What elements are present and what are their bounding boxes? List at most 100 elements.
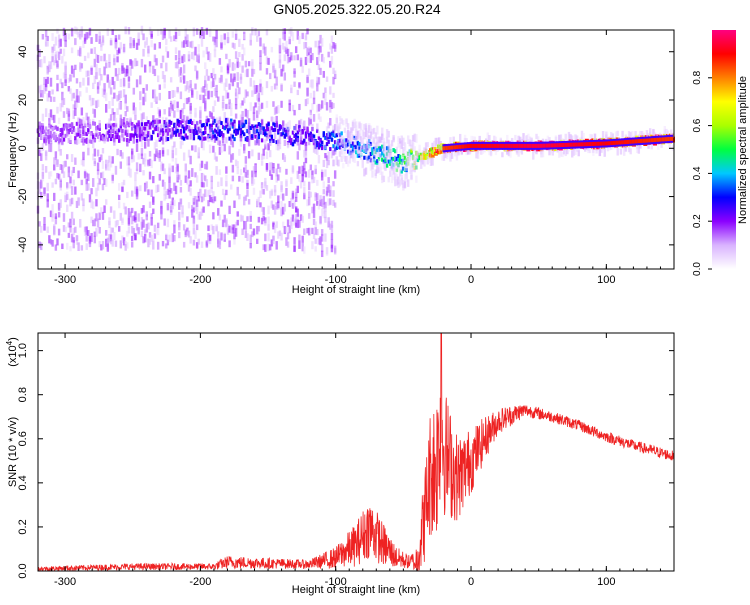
spectrogram-cell [163,193,166,201]
spectrogram-cell [338,122,342,130]
spectrogram-cell [358,121,361,129]
spectrogram-band-core [612,140,617,145]
spectrogram-cell [561,151,564,158]
spectrogram-cell [293,68,296,74]
spectrogram-cell [72,218,75,226]
spectrogram-cell [270,174,274,180]
spectrogram-cell [272,163,275,169]
spectrogram-cell [92,178,95,187]
spectrogram-cell [259,83,262,93]
spectrogram-cell [260,86,264,96]
spectrogram-cell [410,162,413,172]
spectrogram-cell [215,29,218,39]
spectrogram-band-core [496,143,500,148]
spectrogram-cell [181,139,184,146]
spectrogram-cell [53,126,56,131]
spectrogram-cell [363,123,366,130]
spectrogram-cell [421,157,425,165]
spectrogram-cell [90,37,93,44]
spectrogram-cell [350,143,353,148]
spectrogram-cell [348,156,351,164]
spectrogram-cell [87,173,90,182]
spectrogram-cell [130,216,134,225]
spectrogram-cell [57,34,61,42]
spectrogram-cell [260,217,264,225]
spectrogram-cell [135,122,139,127]
spectrogram-cell [38,85,41,94]
spectrogram-cell [220,232,223,241]
spectrogram-cell [173,100,176,109]
spectrogram-cell [147,159,150,167]
spectrogram-cell [153,127,157,132]
spectrogram-cell [369,156,373,164]
spectrogram-cell [327,151,330,160]
spectrogram-cell [155,127,158,132]
snr-frame [37,332,675,572]
spectrogram-cell [54,213,58,219]
spectrogram-cell [210,175,213,183]
spectrogram-cell [174,47,178,54]
spectrogram-cell [402,137,405,146]
spectrogram-cell [169,104,173,113]
spectrogram-cell [400,174,403,181]
spectrogram-cell [38,49,41,58]
spectrogram-cell [83,171,87,179]
spectrogram-band-core [534,143,538,148]
spectrogram-cell [166,149,170,156]
spectrogram-cell [590,134,593,140]
spectrogram-cell [257,225,261,232]
spectrogram-cell [252,166,256,175]
spectrogram-cell [264,132,267,137]
spectrogram-cell [304,141,308,151]
spectrogram-cell [119,161,123,169]
spectrogram-cell [220,34,223,44]
spectrogram-cell [90,216,93,224]
spectrogram-cell [163,182,166,190]
spectrogram-cell [478,135,481,142]
spectrogram-cell [88,235,92,242]
spectrogram-cell [67,33,71,40]
spectrogram-cell [355,133,358,141]
spectrogram-cell [208,189,212,196]
spectrogram-cell [72,237,75,243]
spectrogram-cell [416,157,420,162]
spectrogram-y-tick-label: -20 [17,189,29,205]
spectrogram-cell [501,152,504,158]
spectrogram-cell [433,140,436,150]
spectrogram-cell [247,150,251,159]
spectrogram-cell [238,194,241,200]
spectrogram-cell [269,162,272,172]
spectrogram-cell [296,137,300,146]
spectrogram-cell [210,123,213,128]
spectrogram-cell [221,136,225,144]
spectrogram-cell [70,197,74,205]
spectrogram-cell [301,235,304,243]
spectrogram-cell [301,242,304,252]
spectrogram-cell [95,132,98,137]
spectrogram-cell [272,121,275,126]
spectrogram-cell [623,147,626,156]
spectrogram-cell [184,175,187,183]
spectrogram-cell [72,166,75,174]
spectrogram-cell [48,64,51,73]
spectrogram-cell [148,131,152,139]
spectrogram-cell [244,108,248,117]
spectrogram-cell [291,214,295,222]
spectrogram-cell [127,216,131,225]
snr-x-axis-label: Height of straight line (km) [292,584,420,596]
spectrogram-cell [389,151,392,159]
spectrogram-cell [49,130,53,138]
spectrogram-cell [307,196,311,206]
spectrogram-cell [140,217,144,225]
spectrogram-cell [431,142,434,149]
spectrogram-cell [312,97,316,105]
spectrogram-cell [381,171,384,181]
spectrogram-cell [174,132,178,137]
spectrogram-cell [218,58,222,65]
spectrogram-cell [57,117,61,125]
spectrogram-cell [194,126,197,131]
spectrogram-cell [137,227,140,235]
spectrogram-cell [87,138,90,147]
spectrogram-cell [213,100,217,106]
